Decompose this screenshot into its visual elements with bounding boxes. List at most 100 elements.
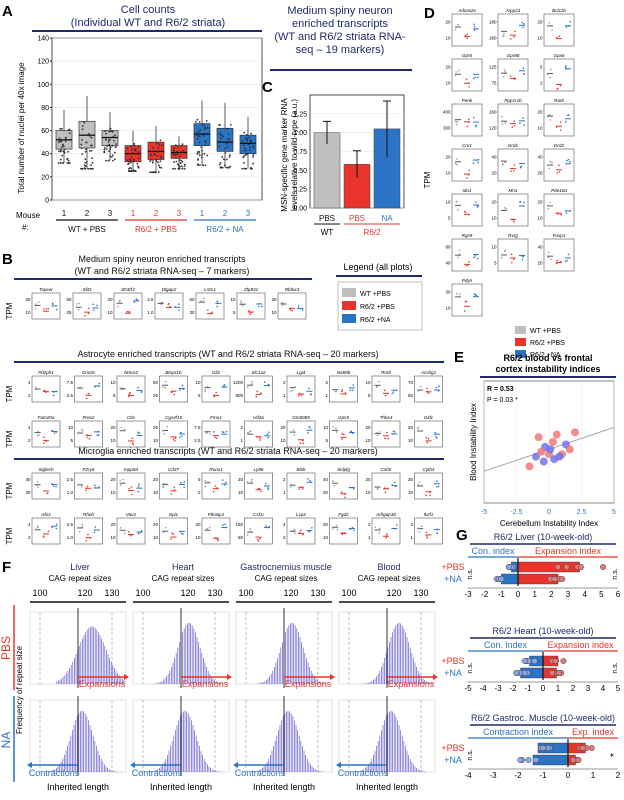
- mini-point: [246, 386, 249, 388]
- a-point: [178, 167, 181, 170]
- mini-point: [181, 435, 183, 437]
- mini-point: [416, 427, 419, 430]
- a-point: [183, 167, 186, 170]
- a-point: [128, 167, 130, 170]
- a-mouse-num: 3: [108, 209, 113, 218]
- mini-point: [36, 484, 38, 487]
- mini-point: [504, 161, 506, 164]
- a-point: [108, 150, 110, 153]
- mini-ytick: 40: [537, 155, 543, 160]
- mini-point: [394, 527, 397, 530]
- mini-ytick: 20: [110, 477, 116, 482]
- a-point: [58, 140, 61, 143]
- mini-frame: [244, 375, 273, 403]
- mini-point: [216, 538, 219, 541]
- mini-point: [55, 308, 58, 311]
- mini-gene-name: Rorb: [381, 370, 391, 375]
- mini-point: [119, 479, 121, 482]
- mini-point: [255, 435, 258, 438]
- mini-point: [250, 383, 253, 385]
- b-ylabel: TPM: [5, 385, 14, 402]
- a-mouse-num: 1: [200, 209, 205, 218]
- mini-point: [505, 209, 508, 212]
- mini-point: [503, 68, 506, 71]
- a-point: [196, 151, 199, 153]
- mini-point: [513, 164, 516, 166]
- mini-point: [464, 300, 467, 303]
- mini-point: [464, 210, 466, 213]
- a-point: [59, 158, 62, 161]
- mini-point: [474, 293, 477, 296]
- mini-point: [131, 442, 134, 444]
- g-xtick: 2: [616, 771, 621, 780]
- g-con-label: Con. index: [471, 546, 515, 556]
- g-xtick: -3: [489, 771, 497, 780]
- mini-point: [548, 76, 551, 79]
- mini-gene-name: Pde10a: [551, 188, 567, 193]
- c-bar: [313, 132, 341, 209]
- g-exp-label: Exp. index: [572, 727, 615, 737]
- mini-point: [212, 490, 215, 493]
- mini-gene-name: Cyp4f15: [165, 415, 183, 420]
- mini-point: [558, 164, 560, 166]
- mini-point: [393, 431, 396, 433]
- mini-frame: [31, 420, 61, 448]
- mini-gene-name: Inpp5d: [124, 467, 138, 472]
- mini-point: [301, 309, 304, 311]
- g-na-label: +NA: [444, 668, 462, 678]
- mini-point: [547, 114, 549, 117]
- mini-point: [268, 525, 271, 528]
- mini-point: [468, 86, 471, 88]
- mini-ytick: 10: [365, 438, 371, 443]
- mini-point: [477, 158, 480, 161]
- a-point: [249, 140, 252, 143]
- a-point: [218, 145, 220, 148]
- a-point: [219, 166, 222, 169]
- mini-point: [550, 205, 552, 207]
- mini-point: [131, 533, 134, 536]
- mini-point: [341, 531, 344, 534]
- mini-point: [350, 431, 352, 433]
- a-point: [114, 145, 117, 148]
- mini-point: [467, 263, 470, 266]
- mini-point: [514, 30, 516, 33]
- mini-ytick: 10: [110, 535, 116, 540]
- f-cag-tick: 130: [310, 588, 325, 598]
- mini-point: [173, 393, 175, 396]
- mini-point: [180, 431, 182, 434]
- mini-point: [522, 26, 524, 29]
- a-point: [103, 148, 106, 151]
- mini-frame: [31, 292, 61, 320]
- mini-point: [136, 299, 139, 302]
- mini-point: [459, 293, 461, 295]
- mini-gene-name: Abi3: [40, 512, 51, 517]
- a-point: [157, 151, 160, 153]
- a-point: [90, 149, 93, 152]
- mini-point: [52, 485, 55, 487]
- mini-ytick: 4: [28, 522, 31, 527]
- a-point: [227, 146, 229, 149]
- a-point: [90, 136, 93, 139]
- a-point: [63, 148, 66, 151]
- mini-point: [513, 221, 515, 223]
- e-xtick: 5: [612, 509, 616, 516]
- mini-point: [132, 443, 134, 446]
- mini-frame: [286, 420, 316, 448]
- mini-ytick: 20: [107, 297, 113, 302]
- mini-frame: [543, 238, 575, 272]
- mini-point: [128, 310, 130, 313]
- a-point: [128, 158, 131, 161]
- mini-gene-name: Mn1: [509, 188, 518, 193]
- mini-ytick: 10: [68, 425, 74, 430]
- mini-point: [386, 487, 389, 490]
- mini-ytick: 20: [153, 393, 159, 398]
- mini-point: [302, 442, 304, 445]
- mini-point: [558, 35, 561, 37]
- a-point: [157, 154, 159, 157]
- g-na-label: +NA: [444, 755, 462, 765]
- a-point: [109, 146, 112, 149]
- a-point: [114, 143, 117, 145]
- mini-frame: [497, 193, 529, 227]
- mini-gene-name: Fgd2: [338, 512, 349, 517]
- g-xtick: 4: [601, 684, 606, 693]
